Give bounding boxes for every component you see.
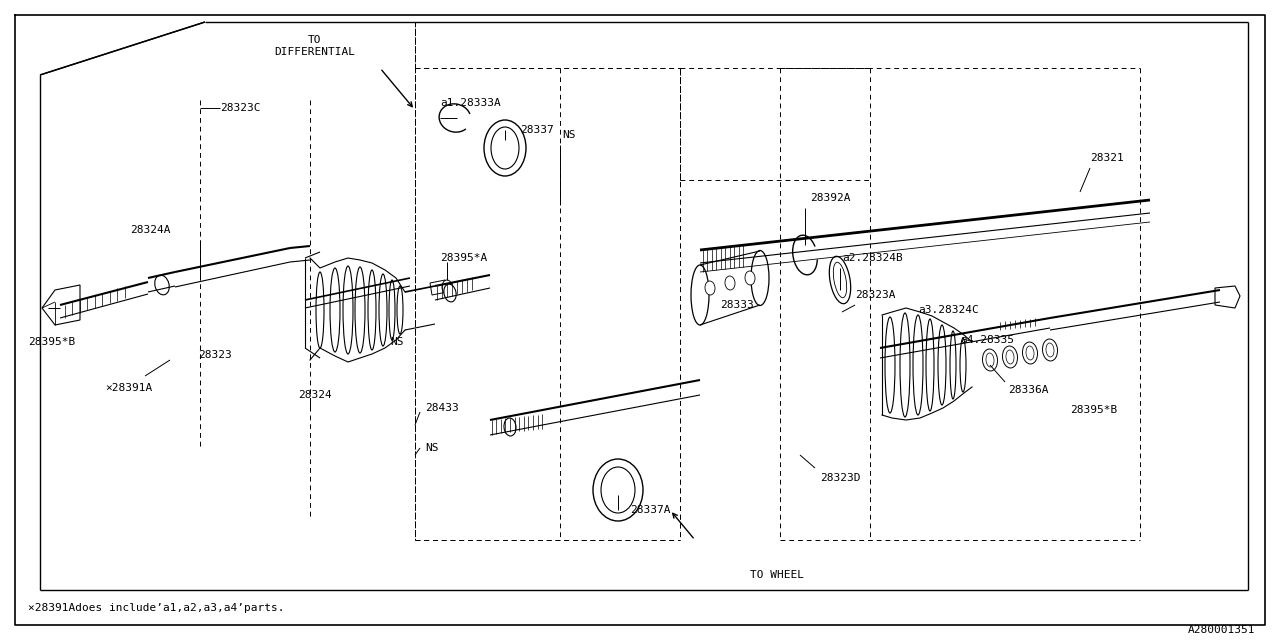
Ellipse shape — [444, 284, 456, 302]
Text: ×28391A: ×28391A — [105, 383, 152, 393]
Text: 28337A: 28337A — [630, 505, 671, 515]
Ellipse shape — [155, 275, 169, 295]
Text: TO WHEEL: TO WHEEL — [750, 570, 804, 580]
Text: 28321: 28321 — [1091, 153, 1124, 163]
Ellipse shape — [751, 250, 769, 305]
Text: 28323A: 28323A — [855, 290, 896, 300]
Text: 28337: 28337 — [520, 125, 554, 135]
Ellipse shape — [442, 280, 452, 294]
Text: 28395*A: 28395*A — [440, 253, 488, 263]
Text: 28392A: 28392A — [810, 193, 850, 203]
Text: 28323: 28323 — [198, 350, 232, 360]
Text: NS: NS — [562, 130, 576, 140]
Text: NS: NS — [425, 443, 439, 453]
Text: NS: NS — [390, 337, 403, 347]
Ellipse shape — [484, 120, 526, 176]
Text: 28323C: 28323C — [220, 103, 261, 113]
Ellipse shape — [504, 418, 516, 436]
Ellipse shape — [1046, 343, 1053, 357]
Text: a3.28324C: a3.28324C — [918, 305, 979, 315]
Text: 28333: 28333 — [719, 300, 754, 310]
Ellipse shape — [1023, 342, 1038, 364]
Ellipse shape — [691, 265, 709, 325]
Polygon shape — [1215, 286, 1240, 308]
Ellipse shape — [1042, 339, 1057, 361]
Polygon shape — [42, 285, 79, 325]
Ellipse shape — [829, 256, 851, 304]
Ellipse shape — [724, 276, 735, 290]
Text: 28433: 28433 — [425, 403, 458, 413]
Text: TO
DIFFERENTIAL: TO DIFFERENTIAL — [274, 35, 356, 56]
Text: 28395*B: 28395*B — [28, 337, 76, 347]
Ellipse shape — [745, 271, 755, 285]
Text: 28336A: 28336A — [1009, 385, 1048, 395]
Text: 28324: 28324 — [298, 390, 332, 400]
Text: a2.28324B: a2.28324B — [842, 253, 902, 263]
Text: 28323D: 28323D — [820, 473, 860, 483]
Ellipse shape — [833, 262, 846, 298]
Polygon shape — [55, 290, 72, 318]
Polygon shape — [430, 280, 447, 295]
Ellipse shape — [986, 353, 995, 367]
Text: A280001351: A280001351 — [1188, 625, 1254, 635]
Text: 28395*B: 28395*B — [1070, 405, 1117, 415]
Ellipse shape — [1006, 350, 1014, 364]
Ellipse shape — [1027, 346, 1034, 360]
Ellipse shape — [492, 127, 518, 169]
Text: 28324A: 28324A — [131, 225, 170, 235]
Ellipse shape — [593, 459, 643, 521]
Text: a4.28335: a4.28335 — [960, 335, 1014, 345]
Text: ×28391Adoes include’a1,a2,a3,a4’parts.: ×28391Adoes include’a1,a2,a3,a4’parts. — [28, 603, 284, 613]
Text: a1.28333A: a1.28333A — [440, 98, 500, 108]
Ellipse shape — [602, 467, 635, 513]
Ellipse shape — [1002, 346, 1018, 368]
Ellipse shape — [705, 281, 716, 295]
Ellipse shape — [983, 349, 997, 371]
